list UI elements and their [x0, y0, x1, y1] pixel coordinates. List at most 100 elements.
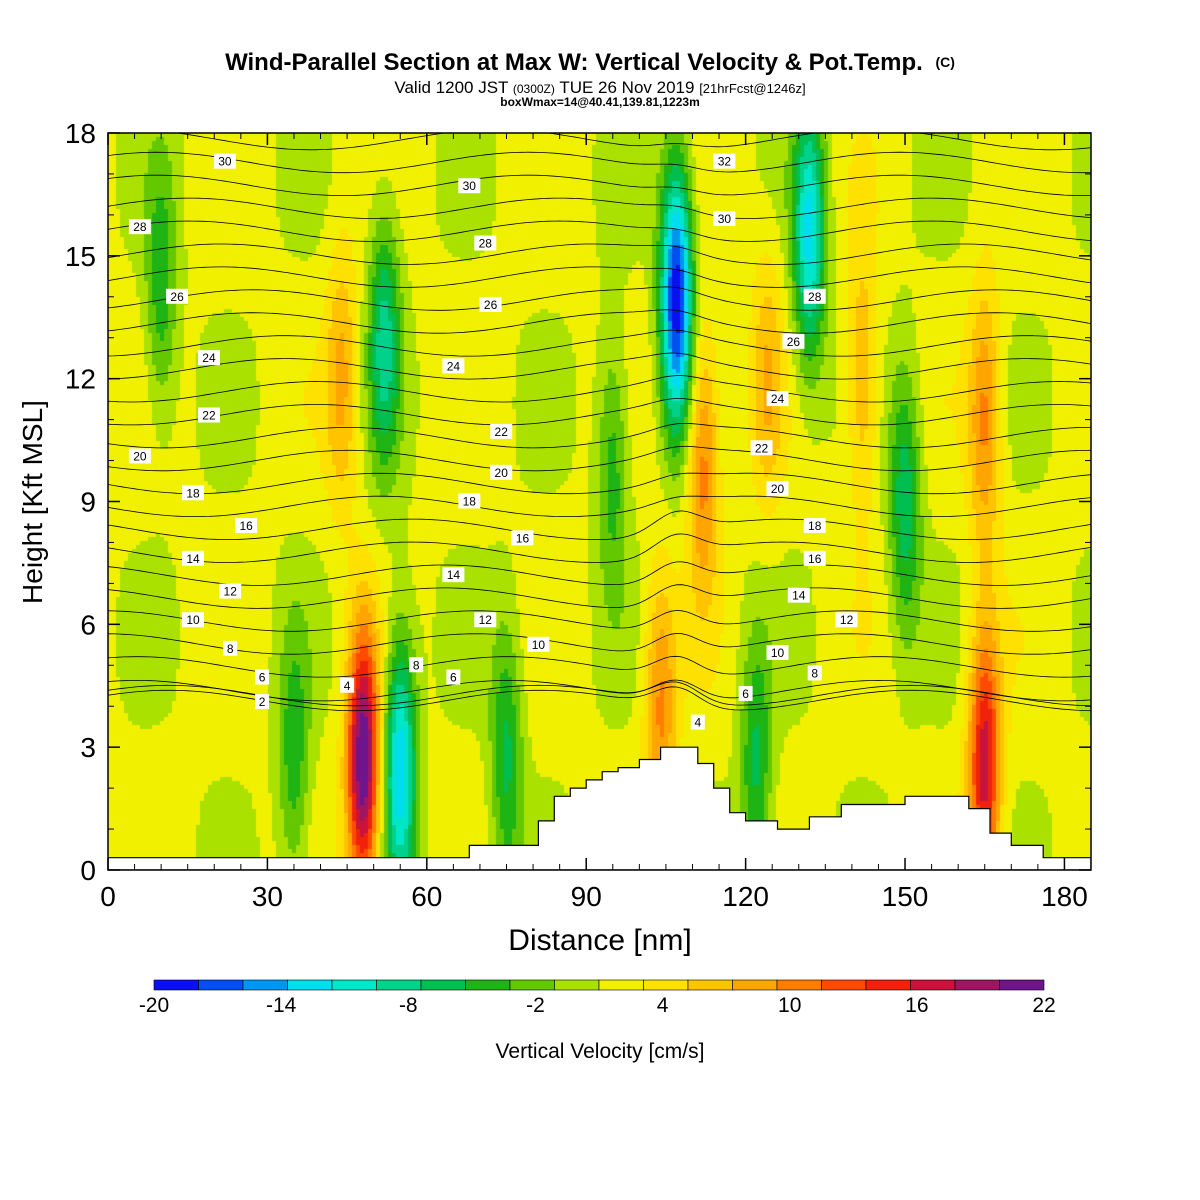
contour-label-box	[446, 669, 461, 685]
contour-label-text: 4	[694, 716, 701, 730]
colorbar-swatch	[509, 979, 555, 991]
contour-label: 32	[713, 153, 736, 169]
colorbar-tick-label: 10	[778, 994, 801, 1017]
contour-label-text: 14	[792, 589, 806, 603]
contour-label-text: 22	[755, 441, 769, 455]
theta-contour	[108, 632, 1091, 655]
y-axis: 0 3 6 9 12 15 18	[65, 118, 1091, 886]
colorbar-swatch	[554, 979, 600, 991]
theta-contour	[108, 561, 1091, 586]
contour-label-box	[766, 644, 789, 660]
contour-label-text: 14	[186, 552, 200, 566]
y-tick-label: 3	[80, 732, 96, 763]
theta-contour	[108, 197, 1091, 220]
contour-label-text: 8	[811, 666, 818, 680]
theta-contour	[174, 133, 1091, 151]
theta-contour	[108, 533, 1091, 563]
contour-label: 2	[255, 694, 270, 710]
contour-label: 12	[219, 583, 242, 599]
terrain	[108, 746, 1091, 870]
contour-label-box	[803, 550, 826, 566]
contour-label: 6	[738, 685, 753, 701]
contour-label-box	[458, 178, 481, 194]
potential-temperature-contours	[108, 133, 1091, 712]
contour-label-text: 32	[718, 155, 732, 169]
contour-label-text: 26	[170, 290, 184, 304]
contour-label-text: 16	[516, 531, 530, 545]
contour-label-text: 12	[840, 613, 854, 627]
theta-contour	[108, 286, 1091, 311]
contour-label: 10	[527, 636, 550, 652]
plot-area: 30 28 26 24 22 20 18 16 14 12 10 8 6 4 2 30 28 26 24 22 20 18…	[108, 133, 1091, 870]
contour-label-text: 10	[771, 646, 785, 660]
colorbar-tick-label: -2	[526, 994, 545, 1017]
theta-contour	[108, 329, 1091, 357]
colorbar-swatch	[598, 979, 644, 991]
contour-label: 4	[690, 714, 705, 730]
colorbar-tick-label: 4	[657, 994, 669, 1017]
colorbar-swatch	[643, 979, 689, 991]
colorbar-tick-label: 22	[1032, 994, 1055, 1017]
contour-label-text: 22	[495, 425, 509, 439]
contour-label: 12	[474, 612, 497, 628]
contour-label-text: 16	[808, 552, 822, 566]
theta-contour	[108, 423, 1091, 449]
copyright-mark: (C)	[935, 54, 954, 70]
contour-label-box	[511, 530, 534, 546]
theta-contour	[108, 445, 1091, 472]
colorbar-swatch	[287, 979, 333, 991]
contour-label: 20	[490, 464, 513, 480]
contour-label: 26	[479, 296, 502, 312]
vertical-velocity-field	[108, 133, 1091, 870]
contour-label-box	[803, 288, 826, 304]
contour-label-text: 28	[133, 220, 147, 234]
theta-contour	[108, 243, 1091, 265]
contour-label-box	[458, 493, 481, 509]
colorbar-swatch	[465, 979, 511, 991]
colorbar-swatch	[999, 979, 1045, 991]
y-tick-label: 18	[65, 118, 96, 149]
contour-label-text: 18	[808, 519, 822, 533]
contour-label: 14	[442, 567, 465, 583]
contour-label-text: 24	[202, 351, 216, 365]
theta-contour	[108, 220, 1091, 242]
contour-label-box	[713, 153, 736, 169]
contour-label: 30	[213, 153, 236, 169]
colorbar-swatch	[376, 979, 422, 991]
contour-label-text: 8	[413, 658, 420, 672]
contour-label-text: 6	[742, 687, 749, 701]
contour-label-text: 12	[224, 585, 238, 599]
contour-label-box	[807, 665, 822, 681]
contour-label-box	[219, 583, 242, 599]
colorbar-swatch	[821, 979, 867, 991]
contour-label-box	[527, 636, 550, 652]
contour-label-box	[787, 587, 810, 603]
theta-contour	[108, 495, 1091, 517]
y-tick-label: 12	[65, 364, 96, 395]
contour-label-box	[803, 518, 826, 534]
x-tick-label: 30	[252, 881, 283, 912]
contour-label: 24	[197, 350, 220, 366]
contour-label-box	[197, 407, 220, 423]
theta-contour	[108, 398, 1091, 426]
x-tick-label: 180	[1041, 881, 1088, 912]
colorbar-swatch	[687, 979, 733, 991]
x-axis: 0 30 60 90 120 150 180	[100, 133, 1088, 912]
contour-label: 4	[340, 677, 355, 693]
contour-label: 16	[803, 550, 826, 566]
contour-label-text: 22	[202, 409, 216, 423]
contour-label-box	[835, 612, 858, 628]
chart-title: Wind-Parallel Section at Max W: Vertical…	[225, 49, 955, 76]
contour-label: 16	[511, 530, 534, 546]
contour-label: 24	[442, 358, 465, 374]
contour-label: 14	[787, 587, 810, 603]
colorbar: -20 -14 -8 -2 4 10 16 22	[139, 979, 1056, 1017]
contour-label: 10	[182, 612, 205, 628]
contour-label-text: 18	[463, 495, 477, 509]
y-tick-label: 0	[80, 855, 96, 886]
theta-contour	[108, 584, 1091, 609]
contour-label: 6	[255, 669, 270, 685]
colorbar-tick-label: -8	[399, 994, 418, 1017]
contour-label-box	[128, 219, 151, 235]
contour-label-box	[182, 550, 205, 566]
